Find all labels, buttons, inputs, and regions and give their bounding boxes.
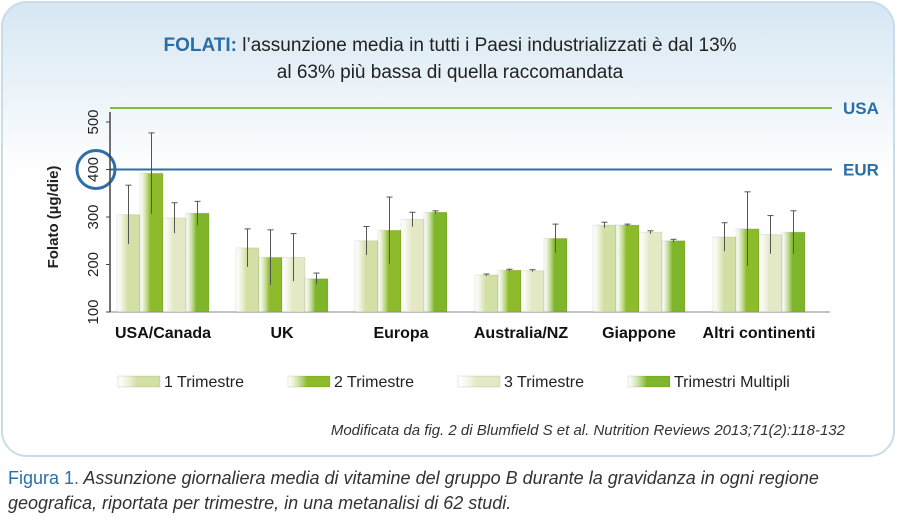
category-label: USA/Canada (115, 325, 211, 342)
category-label: Altri continenti (703, 325, 816, 342)
bar-2-2 (400, 218, 425, 313)
legend-label-3: Trimestri Multipli (674, 374, 790, 391)
chart-axes: 100 200 300 400 500 Folato (µg/die) (45, 109, 111, 325)
bar-4-1 (615, 224, 640, 313)
bar-3-1 (497, 269, 522, 313)
legend-swatch-1 (287, 375, 331, 388)
bar-4-0 (592, 224, 617, 313)
y-tick-label: 400 (85, 157, 102, 182)
y-tick-label: 500 (85, 109, 102, 134)
bar-0-3 (185, 212, 210, 313)
y-tick-label: 300 (85, 204, 102, 229)
y-tick-label: 200 (85, 252, 102, 277)
legend-label-0: 1 Trimestre (164, 374, 244, 391)
category-label: Europa (373, 325, 428, 342)
figure-caption: Figura 1. Assunzione giornaliera media d… (8, 466, 888, 516)
highlight-circle (75, 149, 117, 190)
chart-title-line2: al 63% più bassa di quella raccomandata (276, 62, 624, 83)
legend-label-2: 3 Trimestre (504, 374, 584, 391)
title-text-line1: l’assunzione media in tutti i Paesi indu… (242, 35, 737, 56)
category-label: UK (270, 325, 294, 342)
title-keyword: FOLATI: (163, 35, 237, 56)
category-label: Australia/NZ (474, 325, 568, 342)
category-label: Giappone (602, 325, 676, 342)
legend-swatch-3 (627, 375, 671, 388)
bar-4-2 (638, 231, 663, 313)
legend-swatch-0 (117, 375, 161, 388)
bar-3-2 (520, 270, 545, 313)
reference-label-eur: EUR (843, 161, 879, 180)
chart-legend: 1 Trimestre 2 Trimestre 3 Trimestre Trimest… (117, 374, 790, 391)
y-axis-label: Folato (µg/die) (45, 166, 62, 269)
legend-swatch-2 (457, 375, 501, 388)
chart-title-line1: FOLATI: l’assunzione media in tutti i Pa… (0, 35, 900, 57)
reference-label-usa: USA (843, 99, 879, 118)
caption-text: Assunzione giornaliera media di vitamine… (8, 468, 819, 513)
reference-lines: USA EUR (75, 99, 879, 190)
y-tick-label: 100 (85, 299, 102, 324)
bar-series: USA/Canada UK Europa Australia/NZ Giappone Al… (115, 132, 816, 342)
caption-label: Figura 1. (8, 468, 80, 488)
bar-2-3 (423, 211, 448, 313)
source-note: Modificata da fig. 2 di Blumfield S et a… (330, 422, 845, 439)
legend-label-1: 2 Trimestre (334, 374, 414, 391)
bar-4-3 (661, 240, 686, 313)
bar-3-0 (474, 274, 499, 313)
